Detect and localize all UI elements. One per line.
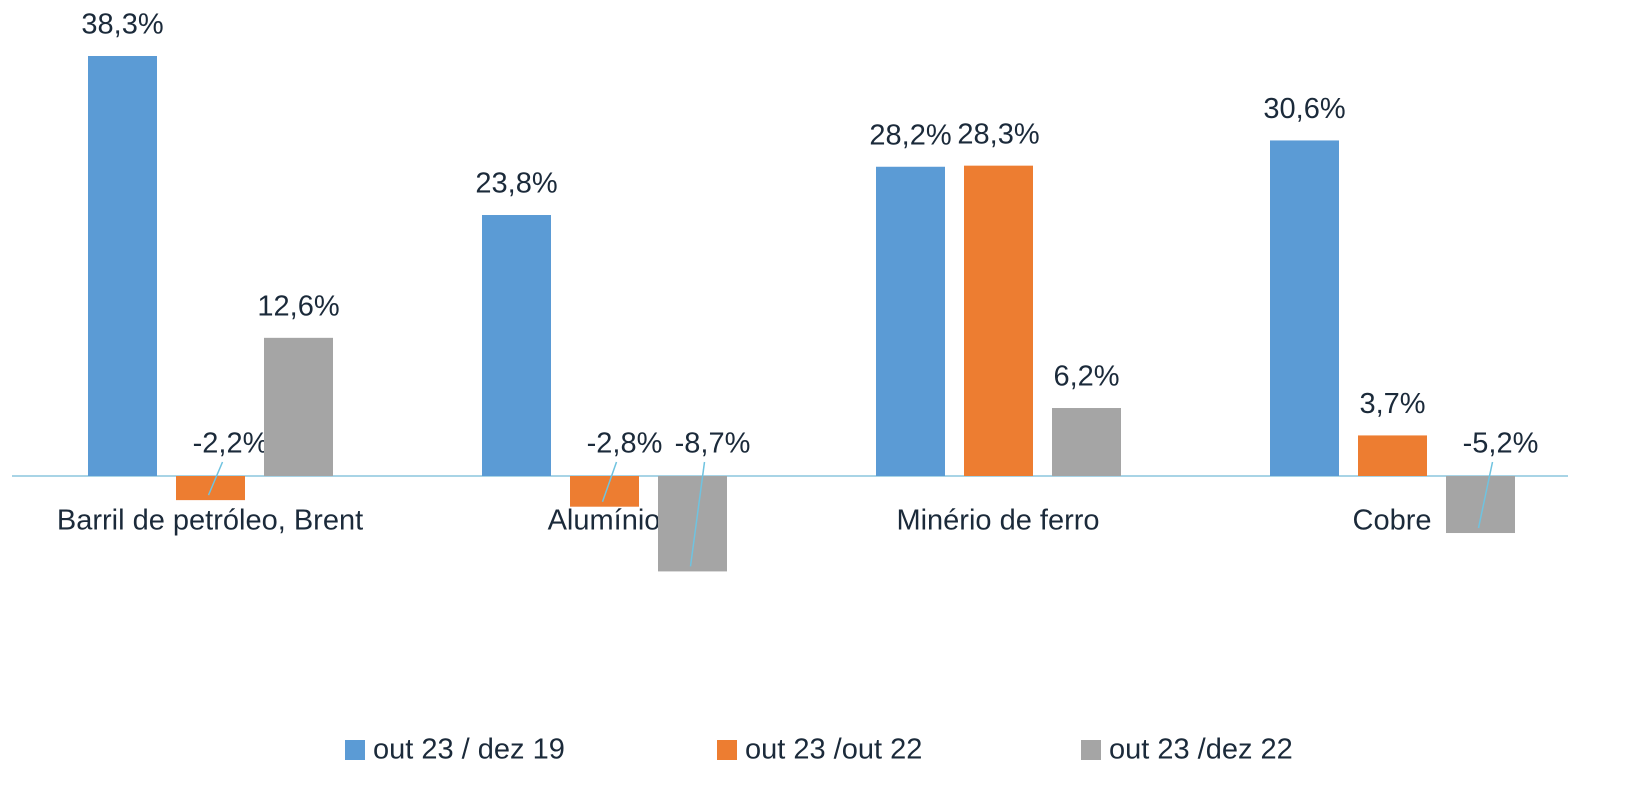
data-label: -2,2% [193, 428, 269, 460]
leader-line [1477, 461, 1494, 529]
data-label: -2,8% [587, 428, 663, 460]
bar [482, 215, 551, 477]
bar [1052, 408, 1121, 476]
bar [964, 165, 1033, 476]
legend-label: out 23 /out 22 [745, 734, 922, 766]
x-tick-label: Alumínio [548, 505, 661, 537]
x-tick-label: Minério de ferro [896, 505, 1099, 537]
bar [1446, 476, 1515, 534]
data-label: -8,7% [675, 428, 751, 460]
bar [876, 166, 945, 476]
bar [264, 337, 333, 476]
bar [570, 476, 639, 507]
data-label: 6,2% [1053, 361, 1119, 393]
data-label: 38,3% [81, 9, 163, 41]
bar [88, 56, 157, 476]
data-label: 12,6% [257, 290, 339, 322]
data-label: 23,8% [475, 168, 557, 200]
bar [1270, 140, 1339, 476]
leader-line [601, 461, 618, 502]
data-label: 3,7% [1359, 388, 1425, 420]
legend-label: out 23 / dez 19 [373, 734, 565, 766]
legend-swatch [1081, 740, 1101, 760]
bar [176, 476, 245, 501]
leader-line [689, 461, 706, 567]
legend-label: out 23 /dez 22 [1109, 734, 1293, 766]
legend-swatch [717, 740, 737, 760]
x-tick-label: Cobre [1353, 505, 1432, 537]
data-label: 28,3% [957, 118, 1039, 150]
x-tick-label: Barril de petróleo, Brent [57, 505, 363, 537]
data-label: 28,2% [869, 119, 951, 151]
bar [1358, 435, 1427, 476]
leader-line [207, 461, 224, 496]
data-label: -5,2% [1463, 428, 1539, 460]
legend-swatch [345, 740, 365, 760]
data-label: 30,6% [1263, 93, 1345, 125]
